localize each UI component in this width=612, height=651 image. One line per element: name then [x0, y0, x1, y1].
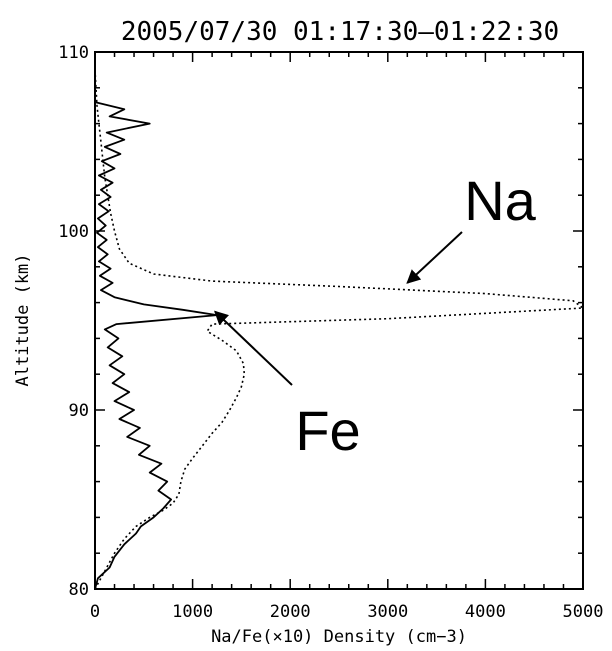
y-tick-label: 90 [69, 401, 89, 421]
y-tick-label: 80 [69, 580, 89, 600]
series-line-na [94, 69, 584, 590]
annotation-arrow-na [406, 231, 463, 284]
axis-ticks [94, 51, 584, 590]
y-axis-label: Altitude (km) [13, 253, 33, 386]
x-tick-label: 3000 [367, 602, 408, 622]
x-tick-label: 0 [90, 602, 100, 622]
annotation-na: Na [464, 169, 536, 232]
x-tick-label: 5000 [563, 602, 604, 622]
tick-labels: 0 1000 2000 3000 4000 5000 80 90 100 110 [58, 43, 603, 622]
annotations: Na Fe [214, 169, 537, 462]
x-tick-label: 4000 [465, 602, 506, 622]
x-axis-label: Na/Fe(×10) Density (cm−3) [211, 627, 467, 647]
plot-frame [94, 51, 584, 590]
y-tick-label: 100 [58, 222, 89, 242]
annotation-fe: Fe [295, 399, 360, 462]
chart-title: 2005/07/30 01:17:30—01:22:30 [121, 17, 559, 47]
y-tick-label: 110 [58, 43, 89, 63]
x-tick-label: 2000 [270, 602, 311, 622]
annotation-arrow-fe [214, 310, 293, 386]
series-group [94, 69, 584, 590]
x-tick-label: 1000 [172, 602, 213, 622]
series-line-fe [94, 101, 218, 590]
